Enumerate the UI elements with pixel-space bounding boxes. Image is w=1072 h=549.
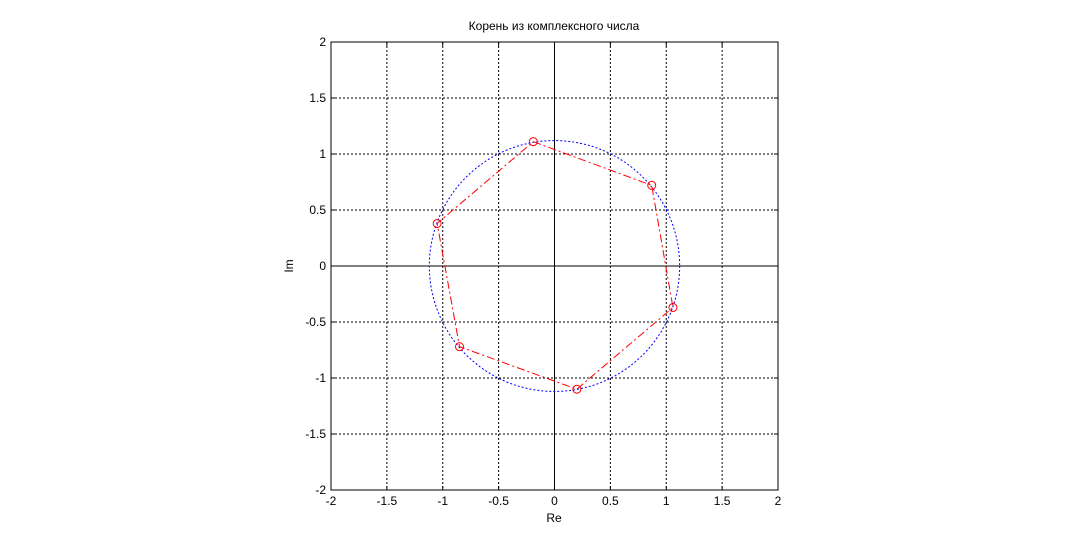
- root-marker: [647, 180, 657, 190]
- root-marker: [668, 302, 678, 312]
- y-axis-label: Im: [282, 259, 296, 272]
- y-tick-label: -1: [315, 371, 326, 385]
- x-tick-label: 2: [775, 494, 782, 508]
- chart-title: Корень из комплексного числа: [469, 19, 640, 33]
- x-tick-label: 1.5: [714, 494, 731, 508]
- y-tick-labels: -2 -1.5 -1 -0.5 0 0.5 1 1.5 2: [305, 35, 326, 497]
- y-tick-label: 1.5: [309, 91, 326, 105]
- x-tick-label: 0: [551, 494, 558, 508]
- root-polygon: [436, 141, 674, 390]
- y-tick-label: 0: [319, 259, 326, 273]
- x-tick-label: 0.5: [602, 494, 619, 508]
- x-tick-label: -2: [326, 494, 337, 508]
- x-tick-label: -1.5: [377, 494, 398, 508]
- root-marker: [455, 342, 465, 352]
- y-tick-label: -0.5: [305, 315, 326, 329]
- zero-axes: [331, 42, 778, 490]
- x-tick-label: 1: [663, 494, 670, 508]
- y-tick-label: 1: [319, 147, 326, 161]
- root-markers: [432, 137, 678, 394]
- tick-marks: [330, 41, 779, 491]
- root-polygon-layer: [436, 141, 674, 390]
- x-tick-label: -0.5: [488, 494, 509, 508]
- circle-layer: [428, 140, 681, 392]
- y-tick-label: -1.5: [305, 427, 326, 441]
- y-tick-label: -2: [315, 483, 326, 497]
- root-marker: [528, 137, 538, 147]
- root-marker: [432, 218, 442, 228]
- modulus-circle: [428, 140, 681, 392]
- x-tick-label: -1: [437, 494, 448, 508]
- x-tick-labels: -2 -1.5 -1 -0.5 0 0.5 1 1.5 2: [326, 494, 782, 508]
- x-axis-label: Re: [546, 511, 562, 525]
- y-tick-label: 2: [319, 35, 326, 49]
- y-tick-label: 0.5: [309, 203, 326, 217]
- root-marker: [572, 384, 582, 394]
